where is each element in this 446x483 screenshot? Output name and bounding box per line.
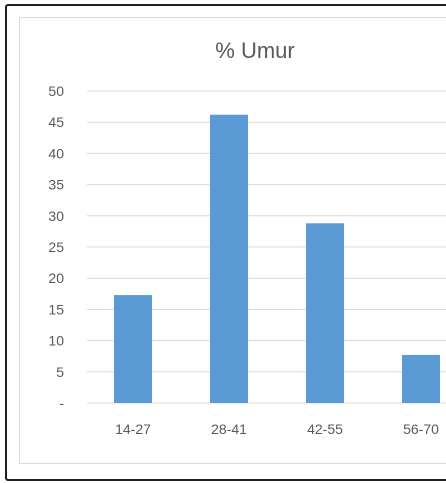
x-axis-ticks: 14-27 28-41 42-55 56-70 — [115, 421, 439, 437]
bar-14-27 — [114, 295, 152, 403]
y-tick-label: 25 — [48, 239, 64, 255]
bar-56-70 — [402, 354, 440, 403]
y-tick-label: 5 — [56, 364, 64, 380]
chart-outer-border — [5, 4, 446, 481]
bars — [114, 114, 440, 403]
y-tick-label: - — [59, 395, 64, 411]
y-tick-label: 45 — [48, 114, 64, 130]
bar-42-55 — [306, 223, 344, 403]
y-tick-label: 20 — [48, 270, 64, 286]
x-tick-label: 42-55 — [307, 421, 343, 437]
x-tick-label: 56-70 — [403, 421, 439, 437]
y-tick-label: 15 — [48, 301, 64, 317]
bar-28-41 — [210, 114, 248, 403]
x-tick-label: 14-27 — [115, 421, 151, 437]
y-tick-label: 50 — [48, 83, 64, 99]
y-tick-label: 10 — [48, 333, 64, 349]
chart-title: % Umur — [215, 38, 294, 63]
y-tick-label: 40 — [48, 145, 64, 161]
y-tick-label: 35 — [48, 177, 64, 193]
chart-area-border — [19, 17, 446, 464]
y-tick-label: 30 — [48, 208, 64, 224]
x-tick-label: 28-41 — [211, 421, 247, 437]
y-axis-ticks: - 5 10 15 20 25 30 35 40 45 50 — [48, 83, 64, 411]
